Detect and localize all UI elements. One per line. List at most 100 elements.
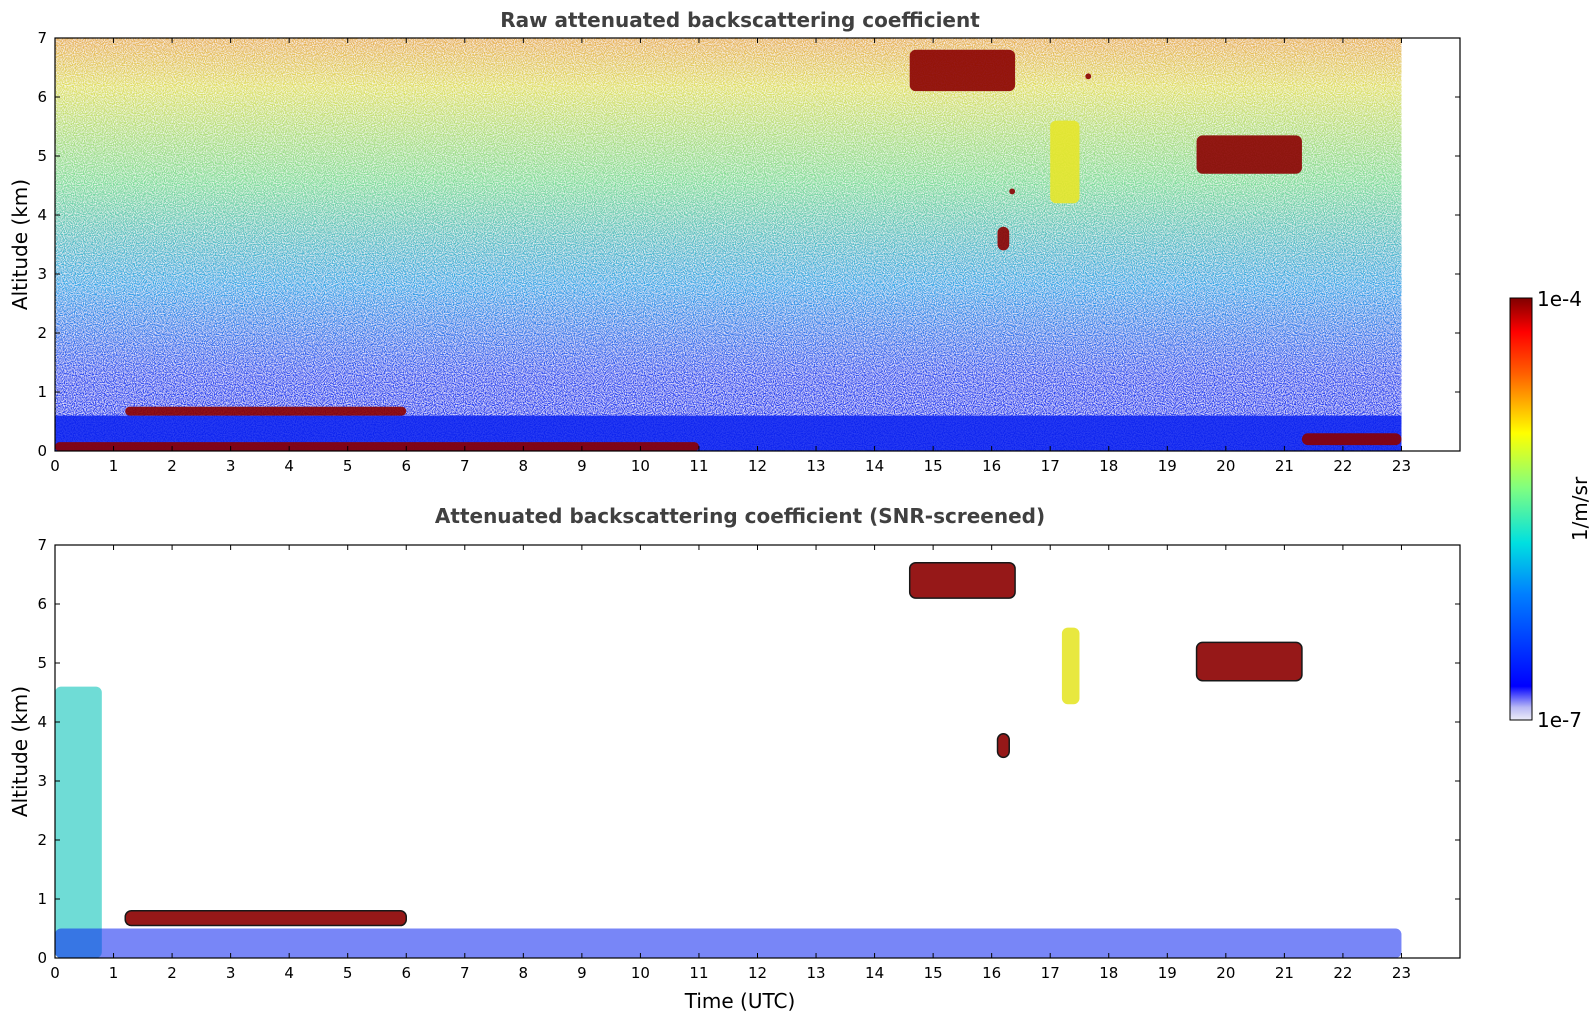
x-tick-label: 23 [1392, 964, 1411, 982]
y-axis-label: Altitude (km) [8, 179, 32, 310]
colorbar-min-label: 1e-7 [1537, 708, 1582, 732]
virga-feature [1061, 627, 1080, 705]
y-tick-label: 5 [37, 147, 47, 165]
y-axis-label: Altitude (km) [8, 686, 32, 817]
x-tick-label: 8 [519, 457, 529, 475]
x-tick-label: 14 [865, 964, 884, 982]
colorbar-gradient [1509, 297, 1533, 721]
x-tick-label: 18 [1099, 457, 1118, 475]
y-axis: 0 1 2 3 4 5 6 7 [37, 536, 1460, 967]
x-tick-label: 7 [460, 964, 470, 982]
x-tick-label: 2 [167, 964, 177, 982]
x-tick-label: 5 [343, 457, 353, 475]
x-tick-label: 14 [865, 457, 884, 475]
x-tick-label: 15 [924, 964, 943, 982]
y-tick-label: 2 [37, 831, 47, 849]
y-tick-label: 7 [37, 29, 47, 47]
x-tick-label: 11 [689, 964, 708, 982]
y-tick-label: 0 [37, 442, 47, 460]
colorbar-max-label: 1e-4 [1537, 287, 1582, 311]
x-axis: 0 1 2 3 4 5 6 7 8 9 10 11 12 13 14 15 16 17 18 19 20 21 22 23 [50, 545, 1411, 982]
y-tick-label: 1 [37, 890, 47, 908]
x-tick-label: 20 [1216, 964, 1235, 982]
x-tick-label: 20 [1216, 457, 1235, 475]
y-tick-label: 4 [37, 713, 47, 731]
x-tick-label: 18 [1099, 964, 1118, 982]
x-tick-label: 22 [1333, 964, 1352, 982]
x-tick-label: 16 [982, 964, 1001, 982]
boundary-layer-feature [124, 910, 407, 927]
boundary-layer-feature [125, 406, 407, 416]
y-tick-label: 3 [37, 265, 47, 283]
cloud-feature [1196, 135, 1302, 174]
x-tick-label: 4 [284, 964, 294, 982]
x-axis: 0 1 2 3 4 5 6 7 8 9 10 11 12 13 14 15 16 17 18 19 20 21 22 23 [50, 38, 1411, 475]
x-tick-label: 5 [343, 964, 353, 982]
x-tick-label: 17 [1041, 457, 1060, 475]
cloud-feature [1085, 73, 1092, 80]
aerosol-column-feature [55, 686, 102, 958]
x-tick-label: 15 [924, 457, 943, 475]
x-tick-label: 7 [460, 457, 470, 475]
cloud-feature [1195, 641, 1303, 682]
cloud-feature [909, 49, 1016, 92]
mixing-layer-feature [55, 928, 1402, 958]
x-tick-label: 8 [519, 964, 529, 982]
surface-layer-feature [55, 442, 699, 451]
x-tick-label: 12 [748, 457, 767, 475]
x-tick-label: 10 [631, 964, 650, 982]
x-tick-label: 6 [401, 457, 411, 475]
y-tick-label: 7 [37, 536, 47, 554]
y-tick-label: 6 [37, 595, 47, 613]
panel-title: Raw attenuated backscattering coefficien… [500, 8, 980, 32]
raw-backscatter-panel: Raw attenuated backscattering coefficien… [8, 8, 1461, 475]
cloud-feature [997, 226, 1010, 251]
x-tick-label: 16 [982, 457, 1001, 475]
x-tick-label: 10 [631, 457, 650, 475]
colorbar: 1e-4 1e-7 1/m/sr [1509, 287, 1592, 732]
x-tick-label: 9 [577, 964, 587, 982]
x-tick-label: 3 [226, 457, 236, 475]
x-tick-label: 22 [1333, 457, 1352, 475]
cloud-feature [996, 733, 1010, 759]
heatmap-area [55, 38, 1402, 451]
x-tick-label: 4 [284, 457, 294, 475]
y-tick-label: 1 [37, 383, 47, 401]
panel-title: Attenuated backscattering coefficient (S… [435, 504, 1045, 528]
y-tick-label: 0 [37, 949, 47, 967]
heatmap-area [55, 561, 1402, 958]
x-axis-label: Time (UTC) [684, 989, 796, 1013]
cloud-feature [908, 561, 1016, 599]
y-tick-label: 2 [37, 324, 47, 342]
x-tick-label: 23 [1392, 457, 1411, 475]
y-tick-label: 4 [37, 206, 47, 224]
x-tick-label: 17 [1041, 964, 1060, 982]
background-signal [55, 38, 1402, 451]
x-tick-label: 9 [577, 457, 587, 475]
x-tick-label: 1 [109, 964, 119, 982]
x-tick-label: 3 [226, 964, 236, 982]
plot-frame [54, 544, 1461, 959]
cloud-feature [1009, 188, 1016, 195]
x-tick-label: 12 [748, 964, 767, 982]
y-tick-label: 5 [37, 654, 47, 672]
y-tick-label: 3 [37, 772, 47, 790]
x-tick-label: 19 [1158, 457, 1177, 475]
x-tick-label: 1 [109, 457, 119, 475]
x-tick-label: 0 [50, 964, 60, 982]
y-tick-label: 6 [37, 88, 47, 106]
y-axis: 0 1 2 3 4 5 6 7 [37, 29, 1460, 460]
x-tick-label: 0 [50, 457, 60, 475]
snr-screened-panel: Attenuated backscattering coefficient (S… [8, 504, 1461, 1013]
low-layer-feature [1301, 433, 1402, 446]
colorbar-unit-label: 1/m/sr [1568, 476, 1592, 541]
x-tick-label: 2 [167, 457, 177, 475]
x-tick-label: 6 [401, 964, 411, 982]
x-tick-label: 21 [1275, 457, 1294, 475]
x-tick-label: 13 [806, 457, 825, 475]
x-tick-label: 11 [689, 457, 708, 475]
x-tick-label: 13 [806, 964, 825, 982]
x-tick-label: 21 [1275, 964, 1294, 982]
virga-feature [1050, 120, 1080, 204]
